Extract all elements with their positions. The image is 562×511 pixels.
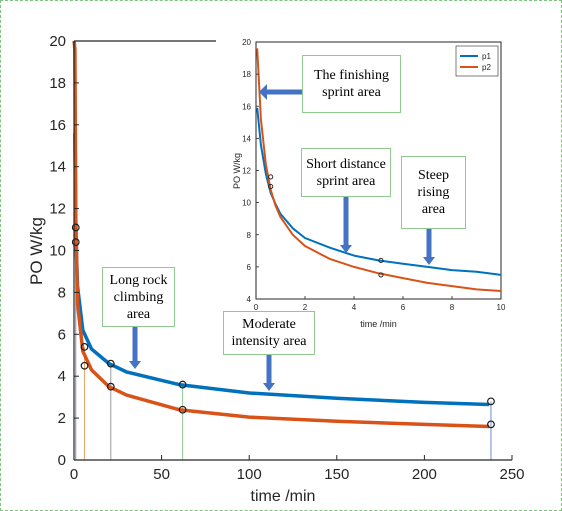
annotation-steep-rising: Steep rising area xyxy=(401,156,466,229)
main-y-tick-label: 8 xyxy=(58,284,66,301)
main-x-tick-label: 0 xyxy=(70,466,78,483)
main-y-tick-label: 14 xyxy=(49,159,66,176)
annotation-finishing-sprint: The finishing sprint area xyxy=(302,55,401,113)
main-arrow-moderate-head xyxy=(263,383,275,391)
main-marker xyxy=(487,397,495,406)
inset-y-tick-label: 8 xyxy=(247,231,252,240)
inset-y-tick-label: 18 xyxy=(242,70,251,79)
main-arrow-moderate-shaft xyxy=(266,355,272,384)
annotation-moderate-intensity: Moderate intensity area xyxy=(223,311,315,355)
main-marker xyxy=(178,405,187,414)
inset-x-tick-label: 6 xyxy=(401,303,406,312)
main-y-tick-label: 6 xyxy=(58,326,66,343)
inset-x-tick-label: 2 xyxy=(303,303,308,312)
main-x-tick-label: 250 xyxy=(499,466,524,483)
main-marker xyxy=(80,342,89,351)
inset-y-tick-label: 20 xyxy=(242,38,251,47)
inset-legend-box xyxy=(455,45,499,77)
inset-y-tick-label: 10 xyxy=(242,199,251,208)
annotation-long-rock-climbing: Long rock climbing area xyxy=(102,267,175,327)
inset-x-tick-label: 0 xyxy=(254,303,259,312)
main-y-tick-label: 16 xyxy=(49,117,66,134)
inset-y-tick-label: 12 xyxy=(242,167,251,176)
inset-marker xyxy=(378,257,384,264)
inset-x-tick-label: 10 xyxy=(497,303,506,312)
main-marker xyxy=(71,238,80,247)
annotation-short-distance-sprint: Short distance sprint area xyxy=(301,148,391,197)
inset-marker xyxy=(268,174,274,180)
main-marker xyxy=(71,223,80,232)
inset-y-tick-label: 14 xyxy=(242,134,251,143)
inset-arrow-short-shaft xyxy=(343,197,349,247)
main-marker xyxy=(106,359,115,368)
inset-marker xyxy=(268,184,274,190)
inset-arrow-finishing-shaft xyxy=(266,89,305,95)
main-marker xyxy=(487,420,495,429)
inset-x-tick-label: 8 xyxy=(450,303,455,312)
inset-y-tick-label: 16 xyxy=(242,102,251,111)
main-y-tick-label: 20 xyxy=(49,33,66,50)
main-y-axis-label: PO W/kg xyxy=(27,217,46,285)
main-y-tick-label: 0 xyxy=(58,452,66,469)
main-y-tick-label: 12 xyxy=(49,201,66,218)
inset-arrow-steep-shaft xyxy=(426,229,432,259)
inset-marker xyxy=(378,272,384,278)
main-x-tick-label: 200 xyxy=(412,466,437,483)
main-series-line-2 xyxy=(72,40,490,429)
inset-series-line-p1 xyxy=(256,107,502,276)
inset-y-tick-label: 4 xyxy=(247,295,252,304)
main-y-tick-label: 4 xyxy=(58,368,66,385)
main-x-tick-label: 150 xyxy=(324,466,349,483)
main-marker xyxy=(178,380,187,389)
inset-x-tick-label: 4 xyxy=(352,303,357,312)
main-arrow-long-rock-head xyxy=(129,361,141,369)
main-marker xyxy=(80,361,89,370)
main-x-tick-label: 50 xyxy=(153,466,170,483)
inset-y-axis-label: PO W/kg xyxy=(232,153,242,189)
main-x-axis-label: time /min xyxy=(251,488,316,505)
inset-arrow-finishing-head xyxy=(259,84,267,100)
inset-arrow-steep-head xyxy=(423,257,435,265)
inset-y-tick-label: 6 xyxy=(247,263,252,272)
inset-arrow-short-head xyxy=(340,245,352,253)
main-y-tick-label: 2 xyxy=(58,410,66,427)
inset-legend-label-p2: p2 xyxy=(482,63,491,72)
inset-x-axis-label: time /min xyxy=(360,319,397,329)
main-arrow-long-rock-shaft xyxy=(132,327,138,362)
inset-legend-label-p1: p1 xyxy=(482,52,491,61)
main-y-tick-label: 10 xyxy=(49,243,66,260)
main-marker xyxy=(106,382,115,391)
main-x-tick-label: 100 xyxy=(237,466,262,483)
main-y-tick-label: 18 xyxy=(49,75,66,92)
